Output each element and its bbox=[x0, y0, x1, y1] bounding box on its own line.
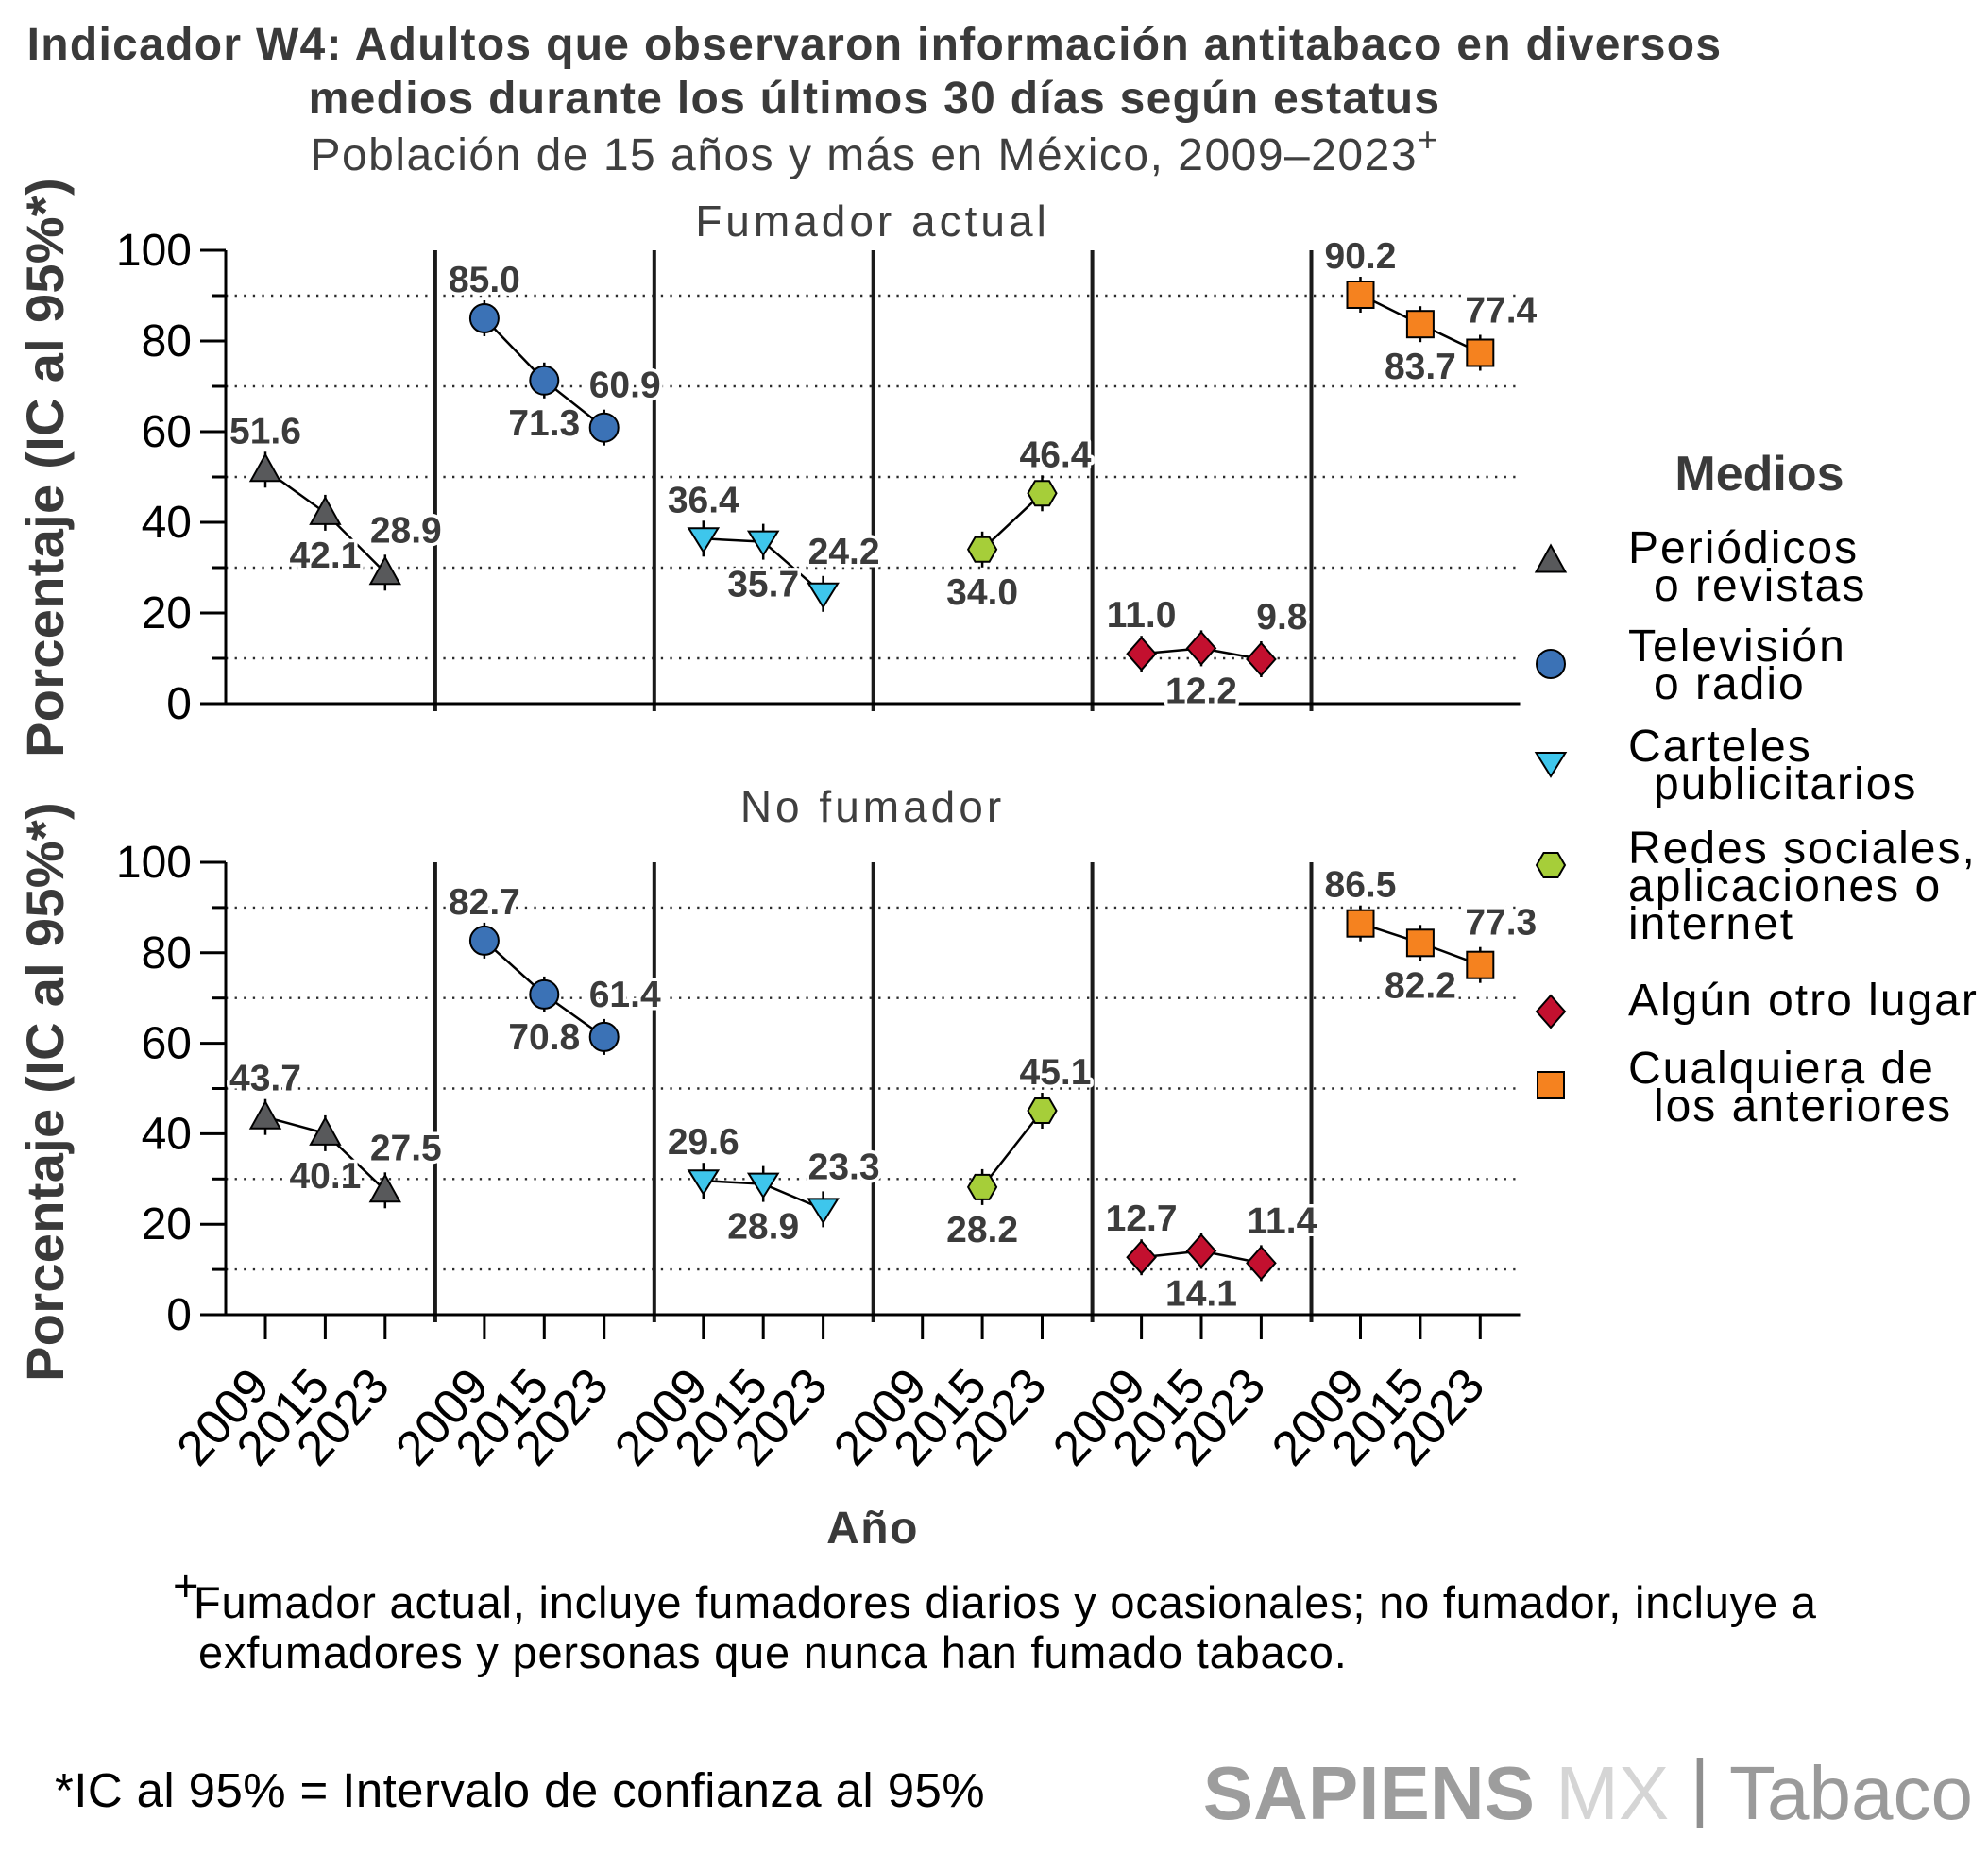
svg-text:11.4: 11.4 bbox=[1248, 1200, 1317, 1241]
svg-text:60.9: 60.9 bbox=[589, 366, 661, 406]
svg-text:82.7: 82.7 bbox=[449, 882, 520, 923]
svg-text:29.6: 29.6 bbox=[668, 1122, 739, 1163]
svg-text:Año: Año bbox=[826, 1504, 919, 1554]
svg-text:28.9: 28.9 bbox=[370, 510, 442, 551]
svg-text:71.3: 71.3 bbox=[508, 403, 580, 444]
svg-text:Medios: Medios bbox=[1674, 447, 1844, 502]
svg-text:42.1: 42.1 bbox=[289, 536, 361, 576]
svg-text:9.8: 9.8 bbox=[1256, 597, 1307, 638]
svg-text:45.1: 45.1 bbox=[1020, 1052, 1092, 1093]
svg-text:85.0: 85.0 bbox=[449, 260, 520, 300]
svg-text:36.4: 36.4 bbox=[668, 480, 739, 520]
svg-text:Fumador actual: Fumador actual bbox=[695, 196, 1050, 246]
svg-text:77.3: 77.3 bbox=[1465, 903, 1537, 944]
svg-text:51.6: 51.6 bbox=[229, 411, 301, 451]
svg-text:SAPIENS MX | Tabaco: SAPIENS MX | Tabaco bbox=[1203, 1744, 1973, 1835]
svg-text:Algún otro lugar: Algún otro lugar bbox=[1628, 976, 1979, 1026]
svg-text:80: 80 bbox=[142, 316, 192, 366]
svg-text:Población de 15 años y más en: Población de 15 años y más en México, 20… bbox=[310, 120, 1438, 180]
svg-text:35.7: 35.7 bbox=[727, 565, 799, 605]
svg-text:Porcentaje (IC al 95%*): Porcentaje (IC al 95%*) bbox=[15, 802, 75, 1382]
svg-text:o radio: o radio bbox=[1628, 659, 1806, 709]
svg-text:100: 100 bbox=[116, 838, 192, 888]
svg-text:No fumador: No fumador bbox=[740, 782, 1005, 831]
svg-text:40: 40 bbox=[142, 498, 192, 548]
svg-text:exfumadores y personas que nun: exfumadores y personas que nunca han fum… bbox=[198, 1627, 1348, 1677]
svg-text:70.8: 70.8 bbox=[508, 1017, 580, 1058]
svg-text:12.7: 12.7 bbox=[1106, 1199, 1178, 1239]
svg-text:40: 40 bbox=[142, 1109, 192, 1159]
svg-text:medios durante los últimos 30: medios durante los últimos 30 días según… bbox=[309, 74, 1441, 124]
svg-text:90.2: 90.2 bbox=[1325, 236, 1397, 277]
svg-text:61.4: 61.4 bbox=[589, 975, 661, 1015]
svg-text:23.3: 23.3 bbox=[808, 1147, 880, 1187]
svg-text:*IC al 95% = Intervalo de conf: *IC al 95% = Intervalo de confianza al 9… bbox=[55, 1763, 985, 1817]
svg-text:83.7: 83.7 bbox=[1385, 347, 1456, 387]
svg-text:Redes sociales,: Redes sociales, bbox=[1628, 824, 1977, 874]
svg-text:Porcentaje (IC al 95%*): Porcentaje (IC al 95%*) bbox=[15, 178, 75, 757]
svg-text:20: 20 bbox=[142, 1199, 192, 1250]
svg-text:60: 60 bbox=[142, 1019, 192, 1069]
svg-text:publicitarios: publicitarios bbox=[1628, 759, 1917, 809]
svg-text:100: 100 bbox=[116, 226, 192, 276]
svg-text:14.1: 14.1 bbox=[1165, 1274, 1237, 1315]
svg-text:28.9: 28.9 bbox=[727, 1207, 799, 1248]
svg-text:+: + bbox=[173, 1560, 199, 1610]
svg-text:34.0: 34.0 bbox=[946, 572, 1018, 613]
svg-text:20: 20 bbox=[142, 588, 192, 638]
svg-text:12.2: 12.2 bbox=[1165, 671, 1237, 711]
svg-text:27.5: 27.5 bbox=[370, 1128, 442, 1168]
svg-text:24.2: 24.2 bbox=[808, 532, 880, 572]
svg-text:Periódicos: Periódicos bbox=[1628, 523, 1859, 573]
svg-text:o revistas: o revistas bbox=[1628, 561, 1866, 611]
svg-text:internet: internet bbox=[1628, 899, 1794, 949]
svg-text:43.7: 43.7 bbox=[229, 1059, 301, 1099]
svg-text:86.5: 86.5 bbox=[1325, 865, 1397, 906]
svg-text:82.2: 82.2 bbox=[1385, 965, 1456, 1006]
svg-text:Indicador W4: Adultos que obse: Indicador W4: Adultos que observaron inf… bbox=[27, 20, 1723, 70]
svg-text:los anteriores: los anteriores bbox=[1628, 1081, 1952, 1131]
svg-text:0: 0 bbox=[166, 679, 192, 729]
svg-text:60: 60 bbox=[142, 407, 192, 457]
svg-text:0: 0 bbox=[166, 1290, 192, 1340]
svg-text:46.4: 46.4 bbox=[1020, 434, 1092, 475]
svg-text:80: 80 bbox=[142, 928, 192, 978]
svg-text:Televisión: Televisión bbox=[1628, 621, 1846, 672]
svg-text:Fumador actual, incluye fumado: Fumador actual, incluye fumadores diario… bbox=[194, 1577, 1817, 1627]
svg-text:28.2: 28.2 bbox=[946, 1210, 1018, 1250]
svg-text:Carteles: Carteles bbox=[1628, 722, 1812, 772]
svg-text:11.0: 11.0 bbox=[1107, 595, 1177, 636]
svg-text:Cualquiera de: Cualquiera de bbox=[1628, 1044, 1935, 1094]
svg-text:40.1: 40.1 bbox=[289, 1156, 361, 1197]
svg-text:aplicaciones o: aplicaciones o bbox=[1628, 861, 1942, 911]
svg-text:77.4: 77.4 bbox=[1465, 291, 1537, 332]
